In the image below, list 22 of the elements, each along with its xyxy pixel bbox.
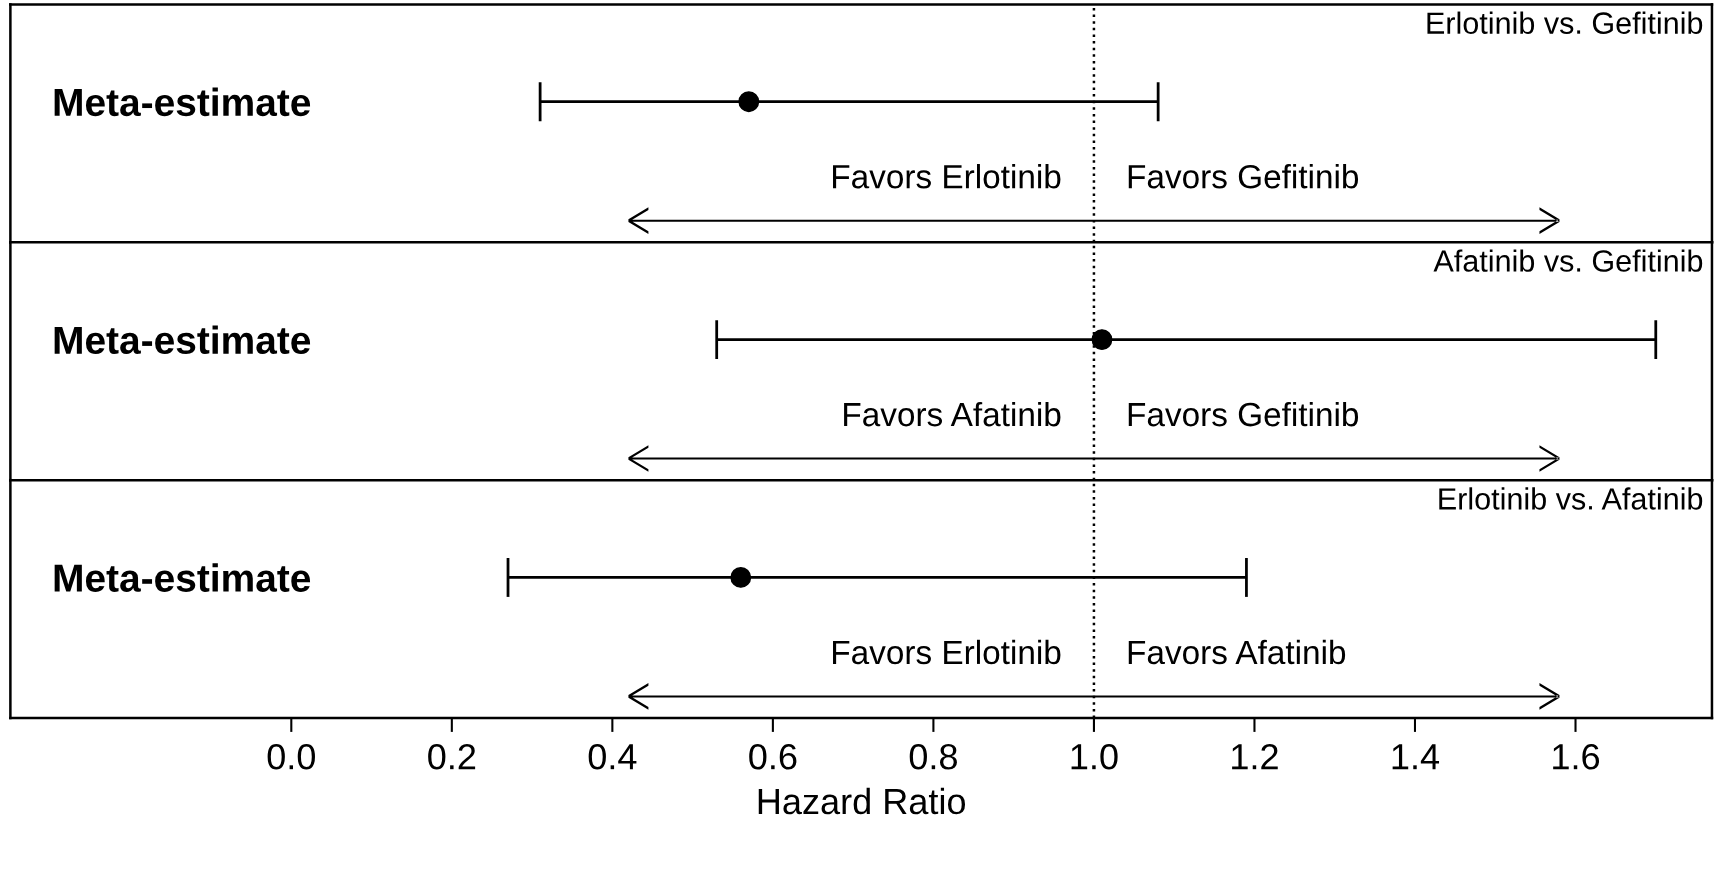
chart-title: Erlotinib vs. Gefitinib: [1427, 11, 1703, 34]
annotation: Favors Afatinib: [844, 401, 1061, 427]
x-tick-label: 0.6: [749, 743, 797, 770]
x-tick-label: 0.2: [428, 743, 476, 770]
annotation: Favors Afatinib: [1128, 639, 1346, 665]
x-tick-label: 0.0: [267, 743, 315, 770]
x-tick-label: 1.2: [1232, 743, 1278, 770]
x-tick-label: 1.0: [1071, 743, 1118, 770]
y-tick-label: Meta-estimate: [54, 87, 311, 117]
x-tick-label: 0.4: [588, 743, 637, 770]
annotation: Favors Erlotinib: [833, 639, 1061, 665]
y-tick-label: Meta-estimate: [54, 563, 311, 592]
chart-title: Erlotinib vs. Afatinib: [1439, 487, 1703, 510]
x-tick-label: 1.4: [1392, 744, 1440, 770]
y-tick-label: Meta-estimate: [54, 325, 311, 355]
chart-title: Afatinib vs. Gefitinib: [1433, 249, 1703, 272]
x-axis-title: Hazard Ratio: [758, 787, 966, 815]
annotation: Favors Gefitinib: [1128, 401, 1359, 427]
x-tick-label: 1.6: [1553, 743, 1600, 770]
annotation: Favors Gefitinib: [1128, 164, 1359, 189]
x-tick-label: 0.8: [909, 743, 957, 770]
annotation: Favors Erlotinib: [833, 164, 1061, 189]
